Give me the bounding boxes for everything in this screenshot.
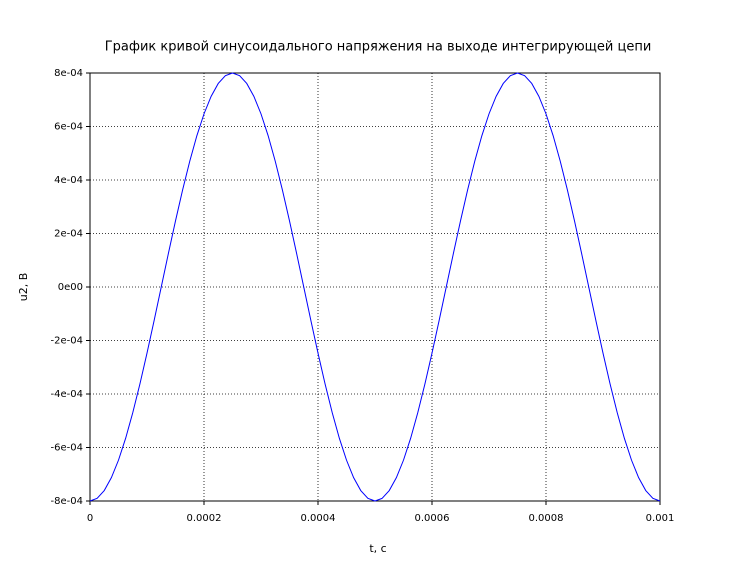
y-tick-label: 2e-04 <box>54 229 83 240</box>
data-line <box>89 72 661 502</box>
x-tick-label: 0 <box>87 513 93 524</box>
x-axis-label: t, c <box>369 542 386 555</box>
y-tick-label: -2e-04 <box>51 336 83 347</box>
chart-title: График кривой синусоидального напряжения… <box>105 40 652 55</box>
y-tick-label: 0e00 <box>58 282 83 293</box>
y-axis-label: u2, В <box>17 273 30 302</box>
x-tick-label: 0.0002 <box>187 513 222 524</box>
y-tick-label: -6e-04 <box>51 443 83 454</box>
x-tick-label: 0.0008 <box>529 513 564 524</box>
y-tick-label: -4e-04 <box>51 389 83 400</box>
x-tick-label: 0.0004 <box>301 513 336 524</box>
y-tick-label: -8e-04 <box>51 496 83 507</box>
x-tick-label: 0.001 <box>646 513 675 524</box>
x-tick-label: 0.0006 <box>415 513 450 524</box>
y-tick-label: 8e-04 <box>54 68 83 79</box>
y-tick-label: 4e-04 <box>54 175 83 186</box>
y-tick-label: 6e-04 <box>54 122 83 133</box>
